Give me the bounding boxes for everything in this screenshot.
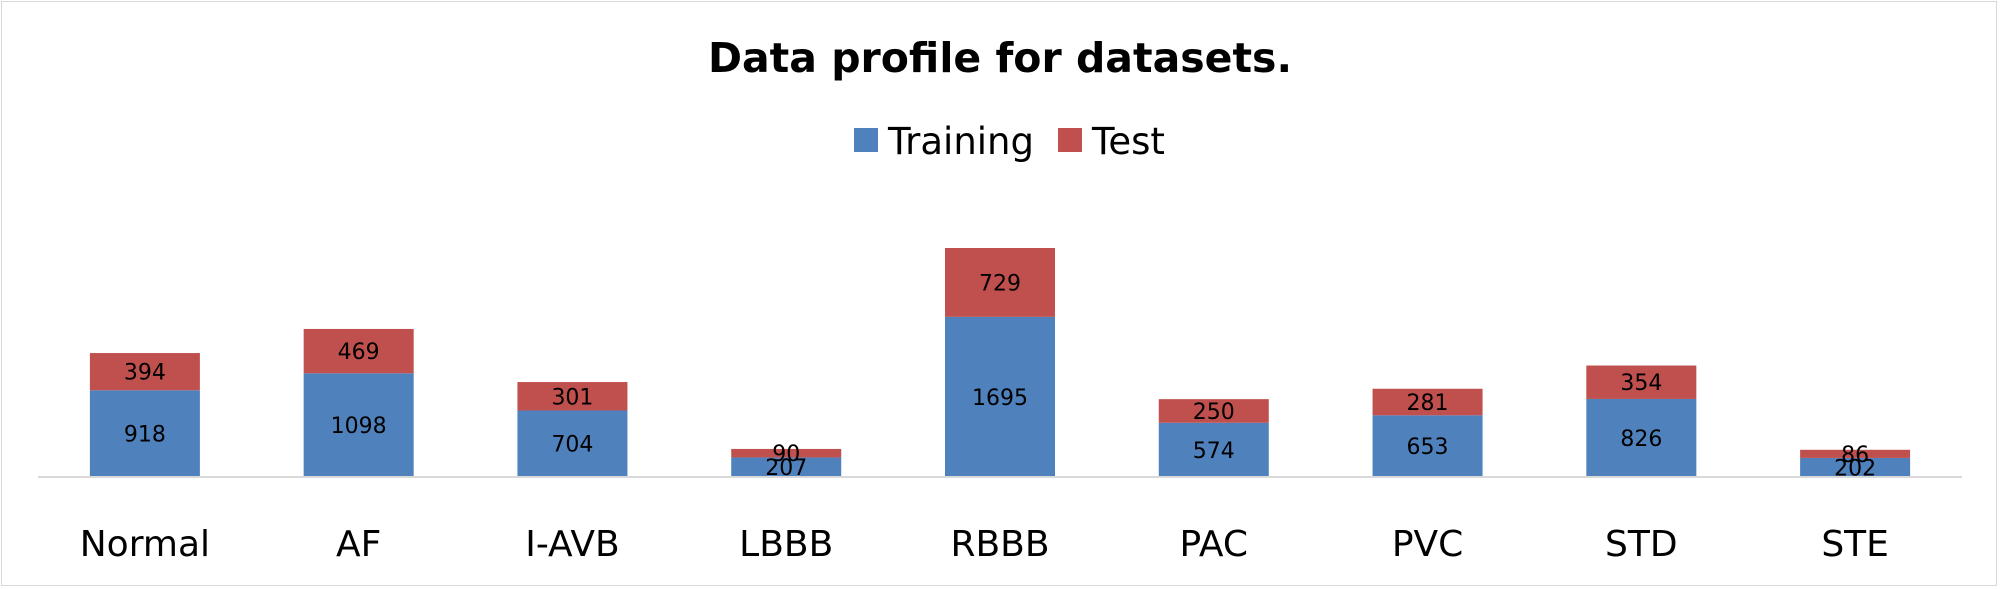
data-label-af-training: 1098 <box>331 414 387 439</box>
legend-label-test: Test <box>1091 120 1165 163</box>
data-label-pac-training: 574 <box>1193 439 1235 464</box>
bar-i-avb-training <box>517 410 628 477</box>
data-label-std-test: 354 <box>1620 371 1662 396</box>
bar-lbbb-test <box>731 448 842 458</box>
legend: Training Test <box>854 120 1165 163</box>
data-label-pvc-training: 653 <box>1407 435 1449 460</box>
data-label-pac-test: 250 <box>1193 400 1235 425</box>
data-label-lbbb-test: 90 <box>772 442 800 467</box>
bar-pvc-test <box>1372 388 1483 416</box>
category-label-ste: STE <box>1821 524 1889 565</box>
bar-ste-test <box>1800 449 1911 458</box>
bar-rbbb-test <box>945 248 1055 317</box>
data-label-i-avb-test: 301 <box>551 385 593 410</box>
bar-normal-training <box>89 390 200 477</box>
category-label-af: AF <box>336 524 381 565</box>
category-label-pvc: PVC <box>1392 524 1463 565</box>
category-label-rbbb: RBBB <box>950 524 1049 565</box>
legend-label-training: Training <box>887 120 1034 163</box>
bar-lbbb-training <box>731 457 842 477</box>
legend-swatch-test <box>1058 128 1082 152</box>
bars-group <box>89 248 1911 477</box>
data-label-normal-training: 918 <box>124 423 166 448</box>
category-label-i-avb: I-AVB <box>525 524 619 565</box>
bar-rbbb-training <box>945 316 1055 477</box>
category-labels-group: Normal AF I-AVB LBBB RBBB PAC PVC STD STE <box>80 524 1889 565</box>
bar-pac-test <box>1158 399 1269 423</box>
data-label-af-test: 469 <box>338 340 380 365</box>
data-label-rbbb-test: 729 <box>979 271 1021 296</box>
bar-af-training <box>303 373 414 477</box>
bar-i-avb-test <box>517 382 628 411</box>
category-label-normal: Normal <box>80 524 210 565</box>
category-label-pac: PAC <box>1180 524 1249 565</box>
data-label-ste-test: 86 <box>1841 443 1869 468</box>
bar-std-test <box>1586 365 1697 399</box>
bar-std-training <box>1586 398 1697 477</box>
bar-pac-training <box>1158 422 1269 477</box>
bar-ste-training <box>1800 457 1911 477</box>
bar-af-test <box>303 328 414 374</box>
data-label-rbbb-training: 1695 <box>972 386 1028 411</box>
data-label-std-training: 826 <box>1620 427 1662 452</box>
data-label-pvc-test: 281 <box>1407 391 1449 416</box>
chart-title: Data profile for datasets. <box>708 34 1292 82</box>
bar-normal-test <box>89 353 200 391</box>
legend-swatch-training <box>854 128 878 152</box>
bar-pvc-training <box>1372 415 1483 477</box>
data-label-i-avb-training: 704 <box>551 433 593 458</box>
category-label-lbbb: LBBB <box>739 524 833 565</box>
category-label-std: STD <box>1605 524 1678 565</box>
value-labels-group: 9183941098469704301207901695729574250653… <box>124 271 1876 481</box>
data-label-normal-test: 394 <box>124 361 166 386</box>
